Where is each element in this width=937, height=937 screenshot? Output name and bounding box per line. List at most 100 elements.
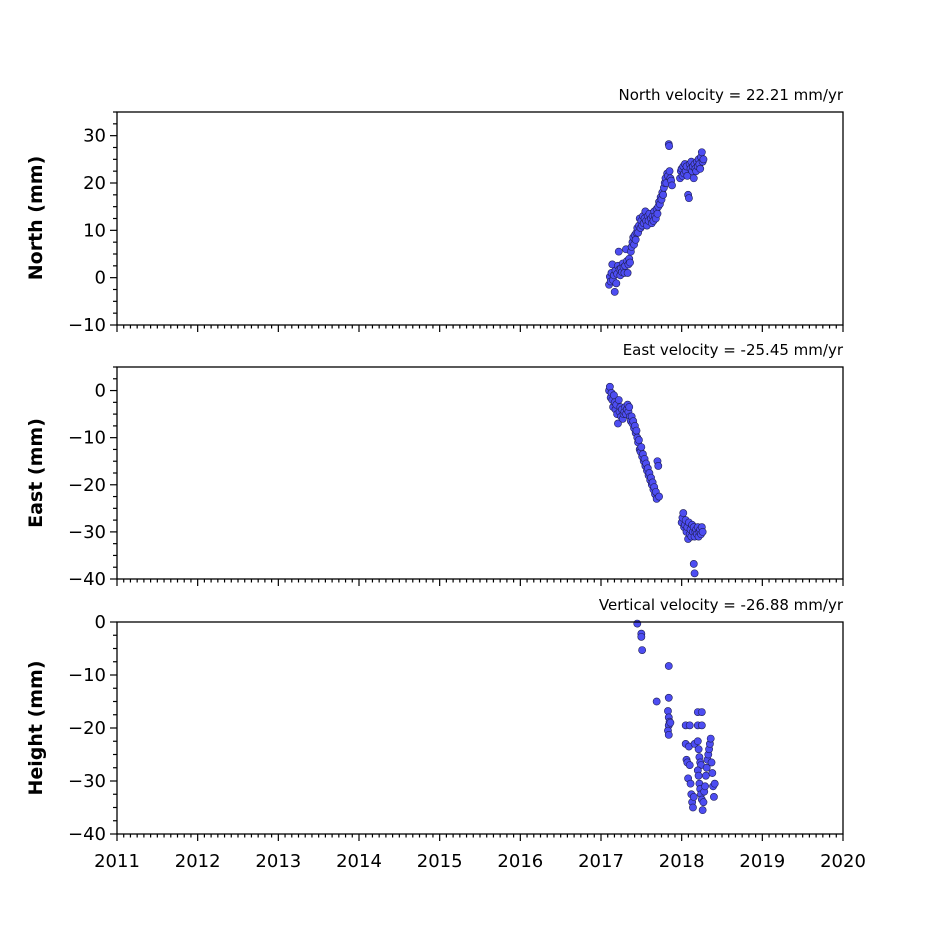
height-data-point: [638, 646, 647, 654]
north-data-point: [668, 181, 676, 190]
north-data-point: [665, 142, 674, 150]
east-y-tick-label: −20: [68, 475, 106, 496]
north-data-point: [697, 148, 706, 157]
height-data-point: [652, 697, 661, 706]
north-points: [605, 140, 708, 296]
height-y-tick-label: −30: [68, 771, 106, 792]
x-tick-label: 2016: [497, 851, 543, 872]
east-data-point: [689, 560, 698, 568]
height-data-point: [706, 734, 715, 743]
height-data-point: [685, 761, 694, 769]
north-data-point: [623, 269, 632, 277]
height-y-tick-label: 0: [95, 612, 106, 633]
north-data-point: [626, 258, 634, 267]
vertical-velocity-label: Vertical velocity = -26.88 mm/yr: [599, 596, 844, 614]
north-data-point: [614, 247, 623, 256]
north-data-point: [699, 155, 708, 164]
height-plot-frame: [116, 621, 844, 835]
height-data-point: [633, 619, 642, 628]
north-data-point: [631, 235, 640, 244]
height-data-point: [701, 782, 709, 791]
x-tick-label: 2020: [820, 851, 866, 872]
north-y-tick-label: −10: [68, 315, 106, 336]
height-data-point: [707, 758, 716, 767]
east-data-point: [655, 492, 663, 501]
north-y-ticks: −10 0 10 20 30: [68, 111, 117, 336]
east-y-ticks: −40 −30 −20 −10 0: [68, 366, 117, 590]
height-data-point: [666, 718, 675, 727]
east-data-point: [625, 403, 634, 411]
height-y-tick-label: −40: [68, 824, 106, 845]
east-data-point: [635, 436, 643, 444]
height-data-point: [686, 779, 695, 788]
north-data-point: [689, 174, 698, 183]
east-data-point: [614, 396, 623, 404]
x-tick-label: 2013: [255, 851, 301, 872]
east-data-point: [632, 426, 641, 435]
height-data-point: [693, 737, 702, 746]
height-data-point: [694, 771, 703, 780]
east-plot-frame: [116, 366, 844, 580]
height-data-point: [664, 662, 673, 670]
east-data-point: [637, 443, 646, 451]
x-tick-label: 2014: [336, 851, 382, 872]
north-y-tick-label: 20: [83, 173, 106, 194]
x-tick-label: 2011: [94, 851, 140, 872]
east-x-ticks: [116, 579, 844, 586]
height-data-point: [710, 779, 719, 788]
north-data-point: [696, 164, 705, 173]
height-data-point: [637, 632, 646, 641]
height-y-axis-label: Height (mm): [25, 660, 47, 795]
east-panel: East velocity = -25.45 mm/yr East (mm) −…: [25, 341, 844, 590]
north-y-tick-label: 0: [95, 268, 106, 289]
east-data-point: [679, 509, 688, 517]
east-data-point: [654, 462, 663, 470]
height-data-point: [710, 793, 718, 801]
height-y-ticks: −40 −30 −20 −10 0: [68, 612, 117, 845]
x-tick-label: 2018: [659, 851, 705, 872]
x-tick-label: 2012: [175, 851, 221, 872]
east-y-axis-label: East (mm): [25, 418, 47, 528]
height-data-point: [685, 721, 694, 730]
east-y-tick-label: 0: [95, 381, 106, 402]
east-data-point: [614, 419, 622, 428]
north-velocity-label: North velocity = 22.21 mm/yr: [619, 86, 844, 104]
north-x-ticks: [116, 325, 844, 332]
height-data-point: [702, 763, 711, 772]
x-tick-label: 2017: [578, 851, 624, 872]
north-data-point: [665, 167, 674, 176]
north-y-axis-label: North (mm): [25, 156, 47, 281]
east-data-point: [698, 527, 707, 536]
north-data-point: [610, 287, 619, 296]
east-velocity-label: East velocity = -25.45 mm/yr: [623, 341, 844, 359]
x-tick-label: 2019: [739, 851, 785, 872]
north-data-point: [659, 190, 668, 199]
height-data-point: [664, 693, 673, 702]
height-data-point: [701, 771, 710, 780]
height-data-point: [689, 793, 698, 801]
east-points: [605, 382, 707, 578]
height-panel: Vertical velocity = -26.88 mm/yr Height …: [25, 596, 866, 872]
height-y-tick-label: −10: [68, 665, 106, 686]
height-data-point: [708, 769, 717, 777]
north-plot-frame: [116, 111, 844, 326]
east-y-tick-label: −40: [68, 569, 106, 590]
height-points: [633, 619, 719, 815]
x-tick-label: 2015: [417, 851, 463, 872]
height-data-point: [697, 721, 706, 730]
east-y-tick-label: −10: [68, 428, 106, 449]
east-data-point: [690, 569, 699, 578]
north-data-point: [685, 194, 693, 203]
north-data-point: [612, 279, 621, 288]
north-y-tick-label: 10: [83, 220, 106, 241]
height-data-point: [694, 745, 703, 754]
height-data-point: [699, 798, 708, 807]
height-data-point: [664, 707, 672, 715]
east-y-tick-label: −30: [68, 522, 106, 543]
north-panel: North velocity = 22.21 mm/yr North (mm) …: [25, 86, 844, 336]
height-data-point: [689, 803, 697, 812]
north-data-point: [653, 209, 662, 218]
height-data-point: [697, 708, 706, 716]
height-data-point: [664, 730, 673, 739]
